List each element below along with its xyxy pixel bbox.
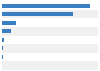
Bar <box>2 29 11 33</box>
Bar <box>2 21 16 25</box>
Bar <box>2 12 73 16</box>
Bar <box>2 10 98 18</box>
Bar <box>2 61 98 70</box>
Bar <box>2 53 98 61</box>
Bar <box>2 46 3 50</box>
Bar <box>2 18 98 27</box>
Bar <box>2 4 90 8</box>
Bar <box>2 27 98 36</box>
Bar <box>2 55 3 59</box>
Bar <box>2 1 98 10</box>
Bar <box>2 36 98 44</box>
Bar <box>2 38 4 42</box>
Bar <box>2 44 98 53</box>
